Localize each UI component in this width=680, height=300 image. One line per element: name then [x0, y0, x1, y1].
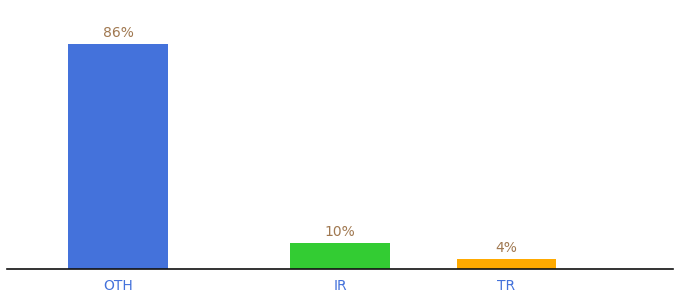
- Bar: [456, 259, 556, 269]
- Text: 10%: 10%: [324, 225, 356, 239]
- Bar: [68, 44, 168, 269]
- Text: 86%: 86%: [103, 26, 133, 40]
- Bar: [290, 243, 390, 269]
- Text: 4%: 4%: [496, 241, 517, 255]
